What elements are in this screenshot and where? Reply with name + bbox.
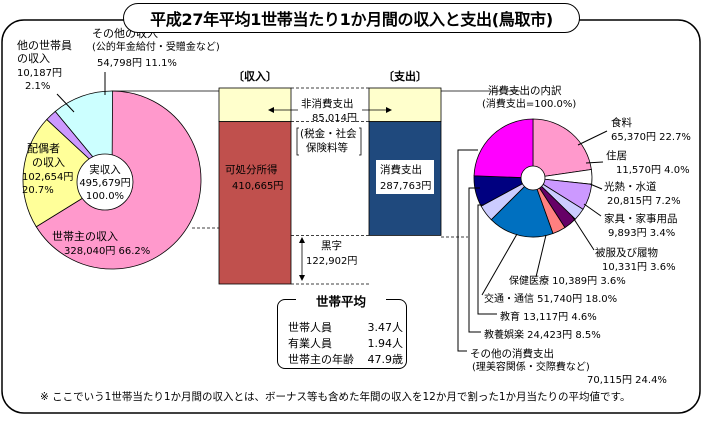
bar-segment-label: 410,665円 [232,181,283,192]
pie-slice-label: (公的年金給付・受贈金など) [92,40,220,53]
arrow-head [299,275,305,281]
pie-slice [22,118,113,228]
pie-slice [532,118,592,179]
chart-title: 平成27年平均1世帯当たり1か月間の収入と支出(鳥取市) [123,3,580,33]
pie-data-label: 20,815円 7.2% [607,196,681,207]
household-average-label: 世帯人員 [288,321,332,334]
leader-line [583,203,602,217]
pie-slice-label: その他の消費支出 [470,347,554,360]
pie-slice [473,118,534,179]
bar-layer [218,87,442,285]
bar-header: 〔収入〕 [233,70,277,83]
pie-data-label: 102,654円 [22,172,73,183]
bar-segment [218,121,292,285]
pie-slice-label: 世帯主の収入 [52,230,118,243]
annotation-text: 85,014円 [312,113,357,124]
leader-line [571,215,595,251]
pie-center-label: 495,679円 [79,178,130,189]
leader-line [535,234,547,278]
pie-data-label: 2.1% [25,81,50,92]
pie-center-disc [76,153,134,211]
pie-slice-label: の収入 [17,52,50,65]
bar-segment [368,87,442,123]
pie-slice-label: 家具・家事用品 [604,212,678,225]
pie-data-label: 教育 13,117円 4.6% [500,310,597,323]
leader-line [481,233,518,296]
arrow-head [386,107,392,113]
annotation-text: (税金・社会 [300,127,357,140]
bar-segment-label: 消費支出 [380,163,422,176]
pie-slice-label: 被服及び履物 [595,246,658,259]
bar-segment [218,87,292,123]
pie-title: (消費支出=100.0%) [482,97,576,110]
household-average-value: 47.9歳 [367,353,404,366]
pie-slice-label: 住居 [606,149,627,162]
pie-data-label: 交通・通信 51,740円 18.0% [484,292,617,305]
leader-line [585,161,604,164]
pie-data-label: 20.7% [22,185,54,196]
footnote: ※ ここでいう1世帯当たり1か月間の収入とは、ボーナス等も含めた年間の収入を12… [40,391,631,403]
leader-line [468,187,481,333]
arrow-head [299,237,305,243]
household-average-label: 世帯主の年齢 [288,353,354,366]
household-average-row: 有業人員 1.94人 [288,335,403,351]
pie-slice-label: 光熱・水道 [604,180,657,193]
leader-line-layer [56,72,608,352]
bar-label-background [376,160,434,194]
annotation-text: 122,902円 [306,256,357,267]
bracket [359,127,362,156]
leader-line [589,183,603,190]
pie-data-label: 保健医療 10,389円 3.6% [509,274,626,287]
household-average-box: 世帯平均 世帯人員 3.47人 有業人員 1.94人 世帯主の年齢 47.9歳 [277,291,407,369]
pie-data-label: 70,115円 24.4% [587,375,667,386]
household-average-label: 有業人員 [288,337,332,350]
bracket [296,127,299,156]
pie-center-disc [520,165,546,191]
annotation-text: 黒字 [321,239,342,252]
pie-slice-label: (理美容関係・交際費など) [472,360,590,373]
household-average-value: 1.94人 [367,337,404,350]
household-average-row: 世帯人員 3.47人 [288,319,403,335]
pie-slice-label: の収入 [32,156,65,169]
pie-data-label: 11,570円 4.0% [616,165,690,176]
pie-data-label: 10,331円 3.6% [602,262,676,273]
leader-line [457,149,478,352]
pie-slice [490,177,554,238]
pie-slice-label: 配偶者 [27,142,60,155]
pie-data-label: 9,893円 3.4% [608,228,675,239]
household-average-value: 3.47人 [367,321,404,334]
pie-slice-label: 食料 [611,116,632,129]
annotation-text: 保険料等 [306,141,348,154]
pie-data-label: 教養娯楽 24,423円 8.5% [484,328,601,341]
pie-center-label: 実収入 [89,163,121,176]
pie-data-label: 65,370円 22.7% [611,132,691,143]
household-average-row: 世帯主の年齢 47.9歳 [288,351,403,367]
bar-segment-label: 287,763円 [380,181,431,192]
bar-segment-label: 可処分所得 [225,163,278,176]
household-average-title: 世帯平均 [296,291,386,310]
pie-layer [22,90,593,270]
pie-title: 消費支出の内訳 [488,84,562,97]
leader-line [477,204,497,315]
leader-line [577,130,608,146]
annotation-text: 非消費支出 [301,97,354,110]
pie-data-label: 10,187円 [17,68,62,79]
pie-center-label: 100.0% [86,191,124,202]
pie-data-label: 328,040円 66.2% [64,246,150,257]
arrow-head [268,107,274,113]
pie-data-label: 54,798円 11.1% [97,58,177,69]
pie-slice-label: 他の世帯員 [17,39,72,52]
bar-header: 〔支出〕 [383,69,427,83]
label-layer: 実収入 495,679円 100.0% 世帯主の収入 328,040円 66.2% 配偶者… [17,27,691,386]
leader-line [56,93,75,113]
